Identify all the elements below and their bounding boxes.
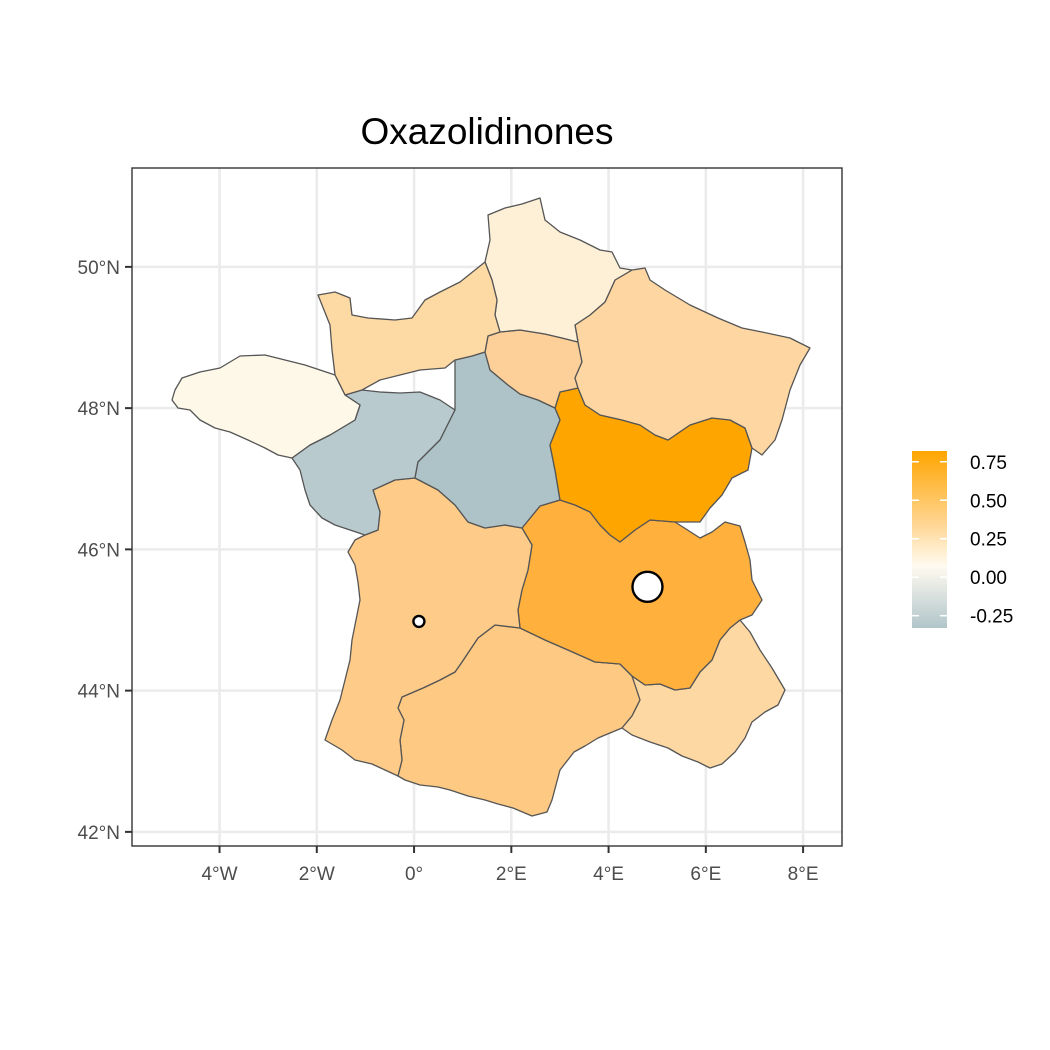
region-bretagne [171, 354, 361, 459]
map-title: Oxazolidinones [361, 111, 614, 152]
y-tick-label: 46°N [78, 540, 120, 561]
site-markers [412, 570, 664, 629]
panel-border [131, 167, 843, 847]
site-marker-small [412, 614, 426, 629]
legend-tick-label: -0.25 [970, 607, 1013, 628]
legend-ticks: 0.75 0.50 0.25 0.00 -0.25 [912, 453, 1013, 628]
x-tick-label: 0° [405, 864, 423, 885]
x-tick-label: 8°E [788, 864, 819, 885]
region-normandie [317, 261, 501, 396]
legend: 0.75 0.50 0.25 0.00 -0.25 [912, 451, 1013, 628]
site-marker-large [631, 570, 664, 604]
legend-tick-label: 0.50 [970, 491, 1007, 512]
y-tick-label: 50°N [78, 258, 120, 279]
x-tick-label: 2°E [496, 864, 527, 885]
region-grand-est [574, 267, 811, 456]
x-tick-label: 4°W [201, 864, 237, 885]
legend-tick-label: 0.75 [970, 453, 1007, 474]
x-tick-label: 2°W [299, 864, 335, 885]
y-tick-label: 44°N [78, 682, 120, 703]
legend-tick-label: 0.25 [970, 530, 1007, 551]
x-tick-label: 4°E [593, 864, 624, 885]
regions [171, 197, 811, 817]
legend-tick-label: 0.00 [970, 568, 1007, 589]
x-axis: 4°W 2°W 0° 2°E 4°E 6°E 8°E [201, 846, 819, 885]
legend-color-bar [912, 451, 947, 628]
y-axis: 42°N 44°N 46°N 48°N 50°N [78, 258, 132, 844]
y-tick-label: 48°N [78, 399, 120, 420]
y-tick-label: 42°N [78, 823, 120, 844]
x-tick-label: 6°E [690, 864, 721, 885]
